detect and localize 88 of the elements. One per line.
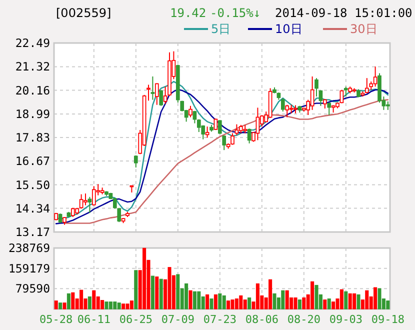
bar (188, 290, 192, 310)
bar (365, 290, 369, 310)
text: 19.42 (170, 6, 206, 20)
bar (210, 298, 214, 310)
bar (222, 295, 226, 310)
bar (327, 298, 331, 310)
y-tick-label: 22.49 (15, 36, 50, 50)
bar (197, 291, 201, 310)
y-tick-label: 238769 (8, 241, 50, 255)
bar (88, 296, 92, 310)
bar (230, 300, 234, 310)
bar (126, 304, 130, 310)
x-tick-label: 07-09 (161, 313, 194, 326)
bar (117, 302, 121, 310)
bar (214, 294, 218, 310)
bar (352, 293, 356, 310)
y-tick-label: 16.67 (15, 154, 50, 168)
bar (104, 302, 108, 310)
bar (248, 297, 252, 310)
bar (192, 291, 196, 310)
bar (184, 283, 188, 310)
x-tick-label: 09-18 (371, 313, 404, 326)
bar (226, 300, 230, 310)
bar (155, 276, 159, 310)
bar (234, 298, 238, 310)
x-tick-label: 08-06 (245, 313, 278, 326)
bar (268, 279, 272, 310)
bar (206, 294, 210, 310)
bar (323, 300, 327, 310)
bar (386, 300, 390, 310)
bar (62, 302, 66, 310)
x-tick-label: 05-28 (40, 313, 73, 326)
bar (302, 297, 306, 310)
bar (256, 283, 260, 310)
x-tick-label: 09-03 (329, 313, 362, 326)
bar (239, 295, 243, 310)
bar (218, 293, 222, 310)
bar (285, 290, 289, 310)
y-tick-label: 18.99 (15, 106, 50, 121)
y-tick-label: 21.32 (15, 60, 50, 74)
bar (348, 293, 352, 310)
bar (374, 287, 378, 310)
bar (122, 304, 126, 310)
y-tick-label: 17.83 (15, 130, 50, 144)
bar (168, 267, 172, 310)
bar (281, 290, 285, 310)
bar (150, 276, 154, 310)
x-tick-label: 06-11 (77, 313, 110, 326)
y-tick-label: 14.34 (15, 201, 50, 216)
bar (340, 289, 344, 310)
legend-label: 5日 (211, 22, 231, 36)
x-tick-label: 06-25 (119, 313, 152, 326)
bar (243, 300, 247, 310)
bar (108, 302, 112, 310)
bar (176, 274, 180, 310)
bar (113, 302, 117, 310)
legend-label: 10日 (275, 22, 302, 36)
x-tick-label: 07-23 (203, 313, 236, 326)
bar (378, 288, 382, 310)
bar (356, 294, 360, 310)
bar (54, 300, 58, 310)
bar (80, 290, 84, 310)
y-tick-label: 15.50 (15, 178, 50, 192)
y-tick-label: 13.17 (15, 225, 50, 239)
legend-label: 30日 (350, 22, 378, 36)
chart-title: [002559] (56, 6, 112, 20)
bar (294, 297, 298, 310)
bar (130, 300, 134, 310)
bar (344, 291, 348, 310)
text: -0.15%↓ (210, 6, 261, 20)
text: 2014-09-18 15:01:00 (275, 6, 412, 20)
bar (100, 300, 104, 310)
bar (71, 292, 75, 310)
bar (310, 281, 314, 310)
bar (298, 300, 302, 310)
bar (314, 284, 318, 310)
bar (159, 278, 163, 310)
bar (134, 270, 138, 310)
y-tick-label: 20.16 (15, 83, 50, 98)
bar (272, 293, 276, 310)
bar (58, 302, 62, 310)
y-tick-label: 159179 (8, 261, 50, 276)
bar (332, 302, 336, 310)
y-tick-label: 79590 (15, 282, 50, 296)
bar (66, 293, 70, 310)
bar (92, 290, 96, 310)
x-tick-label: 08-20 (287, 313, 320, 326)
bar (142, 248, 146, 310)
